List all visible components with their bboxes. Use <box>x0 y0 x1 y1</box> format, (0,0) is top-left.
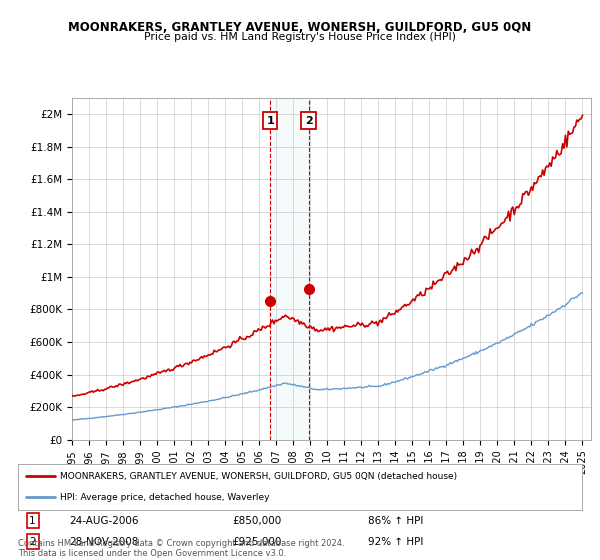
Text: 92% ↑ HPI: 92% ↑ HPI <box>368 537 423 547</box>
Text: 28-NOV-2008: 28-NOV-2008 <box>69 537 138 547</box>
Text: £850,000: £850,000 <box>232 516 281 526</box>
Text: 86% ↑ HPI: 86% ↑ HPI <box>368 516 423 526</box>
Text: £925,000: £925,000 <box>232 537 281 547</box>
Text: 24-AUG-2006: 24-AUG-2006 <box>69 516 138 526</box>
Bar <box>270 98 308 440</box>
Text: 2: 2 <box>29 537 36 547</box>
Text: Price paid vs. HM Land Registry's House Price Index (HPI): Price paid vs. HM Land Registry's House … <box>144 32 456 43</box>
Text: 2: 2 <box>305 116 313 126</box>
Text: 1: 1 <box>266 116 274 126</box>
Text: Contains HM Land Registry data © Crown copyright and database right 2024.
This d: Contains HM Land Registry data © Crown c… <box>18 539 344 558</box>
Text: HPI: Average price, detached house, Waverley: HPI: Average price, detached house, Wave… <box>60 493 270 502</box>
Text: MOONRAKERS, GRANTLEY AVENUE, WONERSH, GUILDFORD, GU5 0QN: MOONRAKERS, GRANTLEY AVENUE, WONERSH, GU… <box>68 21 532 34</box>
Text: 1: 1 <box>29 516 36 526</box>
Text: MOONRAKERS, GRANTLEY AVENUE, WONERSH, GUILDFORD, GU5 0QN (detached house): MOONRAKERS, GRANTLEY AVENUE, WONERSH, GU… <box>60 472 457 480</box>
